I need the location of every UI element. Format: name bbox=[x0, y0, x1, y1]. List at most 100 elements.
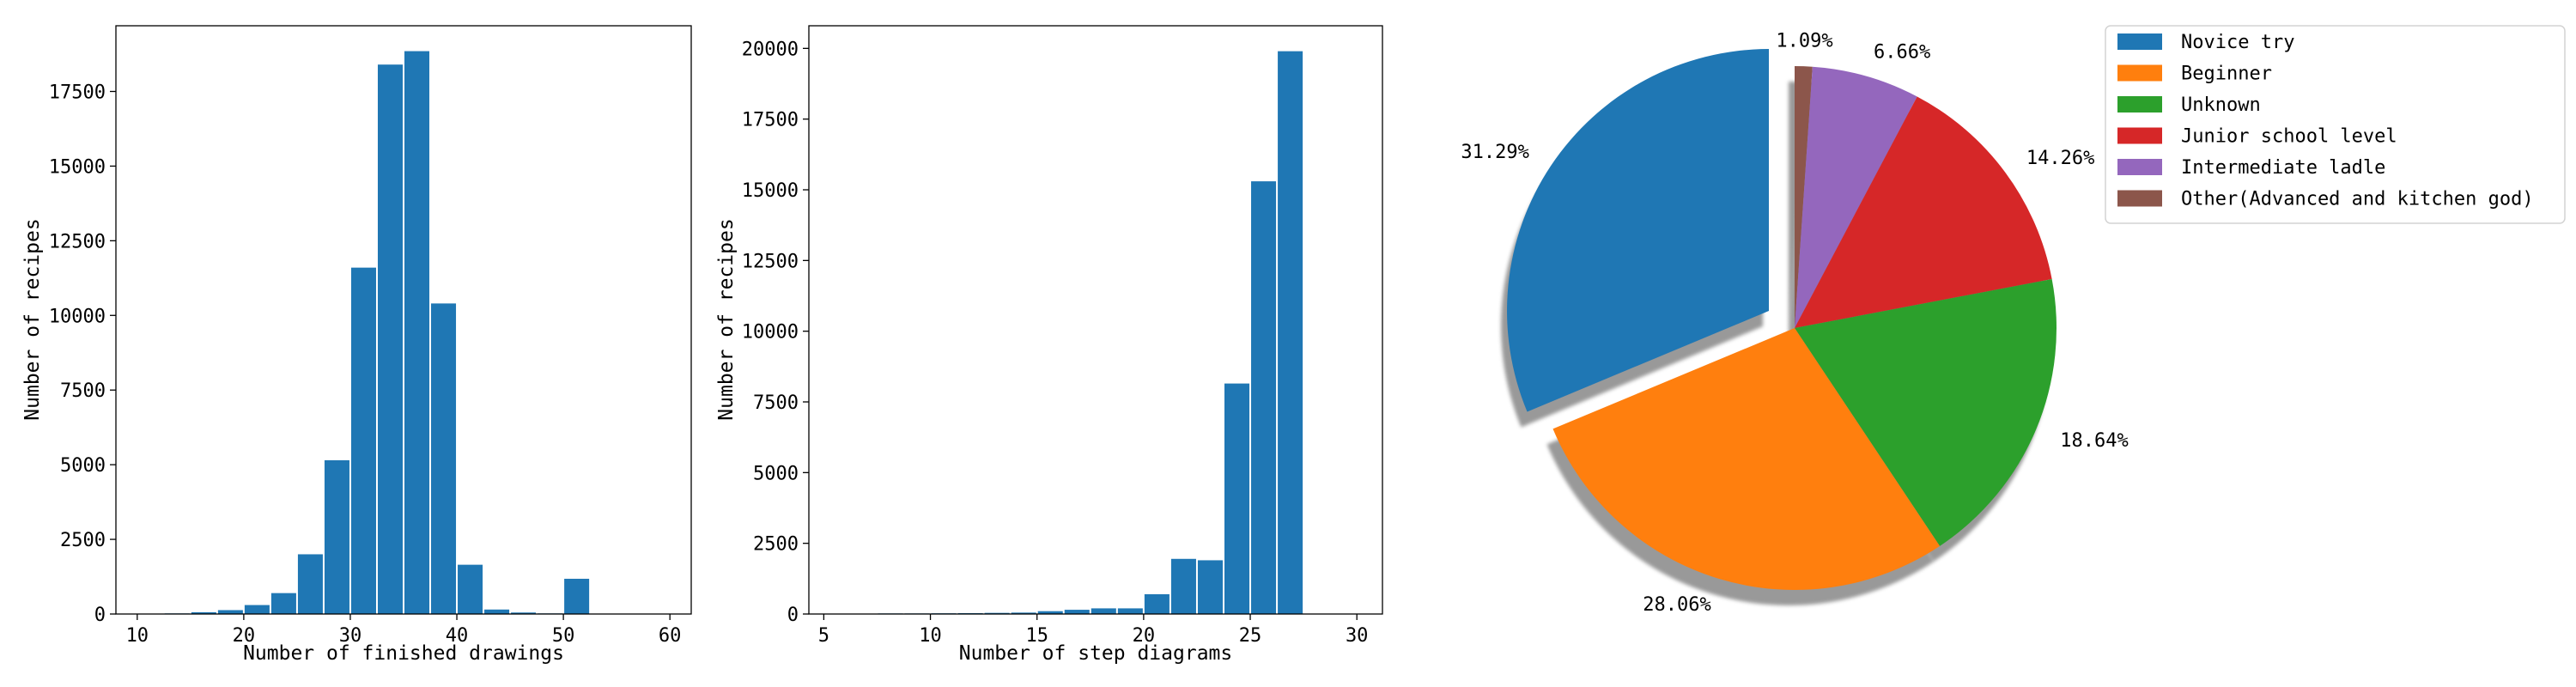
y-tick-label: 2500 bbox=[753, 534, 799, 556]
x-tick-label: 30 bbox=[1346, 625, 1369, 647]
histogram-bar bbox=[217, 610, 243, 614]
y-axis-ticks: 0 2500 5000 7500 10000 12500 15000 17500 bbox=[49, 82, 116, 626]
histogram-finished-drawings: 10 20 30 40 50 60 0 2500 5000 7500 10000 12500 1500… bbox=[21, 25, 692, 665]
histogram-bar bbox=[1144, 593, 1170, 614]
histogram-finished-drawings-bars bbox=[137, 51, 670, 614]
histogram-bar bbox=[350, 267, 376, 614]
histogram-bar bbox=[404, 51, 430, 614]
y-tick-label: 2500 bbox=[60, 530, 106, 551]
pie-slice bbox=[1795, 66, 1813, 328]
legend-swatch bbox=[2117, 190, 2162, 207]
y-tick-label: 17500 bbox=[49, 82, 106, 103]
y-tick-label: 12500 bbox=[49, 231, 106, 252]
x-tick-label: 20 bbox=[233, 625, 256, 647]
x-tick-label: 20 bbox=[1133, 625, 1156, 647]
pie-slices bbox=[1507, 49, 2057, 590]
y-tick-label: 7500 bbox=[753, 392, 799, 414]
legend: Novice try Beginner Unknown Junior school l… bbox=[2105, 25, 2566, 224]
histogram-bar bbox=[1091, 608, 1116, 614]
y-axis-label: Number of recipes bbox=[715, 218, 738, 420]
pie-slice bbox=[1507, 49, 1770, 412]
histogram-step-diagrams: 5 10 15 20 25 30 0 2500 5000 7500 10000 12500 15000… bbox=[715, 25, 1383, 665]
pie-slice bbox=[1552, 328, 1941, 590]
legend-swatch bbox=[2117, 159, 2162, 175]
legend-label: Novice try bbox=[2181, 32, 2294, 53]
y-tick-label: 17500 bbox=[742, 110, 799, 131]
x-axis-label: Number of step diagrams bbox=[959, 642, 1233, 665]
histogram-bar bbox=[244, 605, 270, 614]
y-tick-label: 10000 bbox=[49, 306, 106, 327]
x-tick-label: 5 bbox=[818, 625, 829, 647]
histogram-bar bbox=[984, 612, 1010, 614]
x-tick-label: 30 bbox=[339, 625, 362, 647]
pie-percentage-label: 1.09% bbox=[1776, 31, 1832, 52]
x-tick-label: 60 bbox=[659, 625, 682, 647]
x-tick-label: 10 bbox=[919, 625, 942, 647]
legend-swatch bbox=[2117, 33, 2162, 50]
pie-slice bbox=[1795, 96, 2052, 329]
pie-difficulty-levels: 1.09% 6.66% 14.26% 18.64% 28.06% 31.29% bbox=[1461, 31, 2128, 616]
y-tick-label: 0 bbox=[787, 605, 799, 626]
pie-percentage-label: 6.66% bbox=[1874, 41, 1930, 63]
histogram-bar bbox=[297, 554, 323, 614]
x-tick-label: 40 bbox=[446, 625, 469, 647]
pie-percentage-label: 14.26% bbox=[2026, 148, 2094, 169]
pie-percentage-label: 18.64% bbox=[2060, 430, 2128, 452]
x-tick-label: 10 bbox=[126, 625, 149, 647]
legend-label: Intermediate ladle bbox=[2181, 157, 2385, 179]
histogram-bar bbox=[1251, 181, 1277, 614]
histogram-bar bbox=[191, 611, 216, 614]
y-tick-label: 7500 bbox=[60, 380, 106, 402]
histogram-bar bbox=[458, 564, 483, 614]
legend-frame bbox=[2105, 25, 2566, 224]
y-tick-label: 0 bbox=[94, 605, 106, 626]
x-tick-label: 15 bbox=[1025, 625, 1048, 647]
legend-swatch bbox=[2117, 96, 2162, 112]
y-tick-label: 5000 bbox=[753, 463, 799, 484]
plot-frame bbox=[808, 25, 1383, 615]
histogram-bar bbox=[484, 609, 510, 614]
pie-slice bbox=[1795, 279, 2057, 546]
legend-label: Junior school level bbox=[2181, 126, 2397, 148]
x-axis-label: Number of finished drawings bbox=[243, 642, 564, 665]
histogram-bar bbox=[1011, 612, 1036, 614]
histogram-bar bbox=[431, 303, 457, 614]
histogram-bar bbox=[1117, 608, 1143, 614]
pie-percentage-labels: 1.09% 6.66% 14.26% 18.64% 28.06% 31.29% bbox=[1461, 31, 2128, 616]
histogram-bar bbox=[1197, 560, 1223, 614]
histogram-bar bbox=[1224, 383, 1250, 614]
pie-slice bbox=[1795, 66, 1917, 328]
histogram-bar bbox=[564, 578, 590, 614]
x-tick-label: 25 bbox=[1239, 625, 1262, 647]
legend-swatch bbox=[2117, 127, 2162, 144]
x-axis-ticks: 5 10 15 20 25 30 bbox=[818, 614, 1369, 647]
histogram-bar bbox=[324, 459, 349, 614]
legend-swatch bbox=[2117, 64, 2162, 82]
histogram-bar bbox=[1064, 610, 1090, 614]
legend-label: Beginner bbox=[2181, 64, 2272, 85]
y-tick-label: 12500 bbox=[742, 251, 799, 272]
y-tick-label: 15000 bbox=[742, 180, 799, 202]
histogram-bar bbox=[270, 593, 296, 614]
legend-label: Unknown bbox=[2181, 94, 2261, 116]
x-tick-label: 50 bbox=[552, 625, 575, 647]
y-axis-ticks: 0 2500 5000 7500 10000 12500 15000 17500 20000 bbox=[742, 39, 809, 626]
histogram-bar bbox=[1278, 51, 1303, 615]
histogram-bar bbox=[377, 64, 403, 614]
y-axis-label: Number of recipes bbox=[21, 218, 44, 420]
plot-frame bbox=[115, 25, 692, 615]
y-tick-label: 5000 bbox=[60, 455, 106, 477]
y-tick-label: 20000 bbox=[742, 39, 799, 60]
y-tick-label: 10000 bbox=[742, 322, 799, 344]
histogram-bar bbox=[1170, 558, 1196, 614]
legend-items: Novice try Beginner Unknown Junior school l… bbox=[2117, 32, 2534, 210]
histogram-bar bbox=[1037, 611, 1063, 614]
histogram-step-diagrams-bars bbox=[824, 51, 1303, 615]
legend-label: Other(Advanced and kitchen god) bbox=[2181, 189, 2534, 210]
pie-percentage-label: 31.29% bbox=[1461, 142, 1528, 163]
pie-percentage-label: 28.06% bbox=[1643, 594, 1710, 616]
x-axis-ticks: 10 20 30 40 50 60 bbox=[126, 614, 682, 647]
histogram-bar bbox=[511, 612, 537, 614]
y-tick-label: 15000 bbox=[49, 156, 106, 178]
